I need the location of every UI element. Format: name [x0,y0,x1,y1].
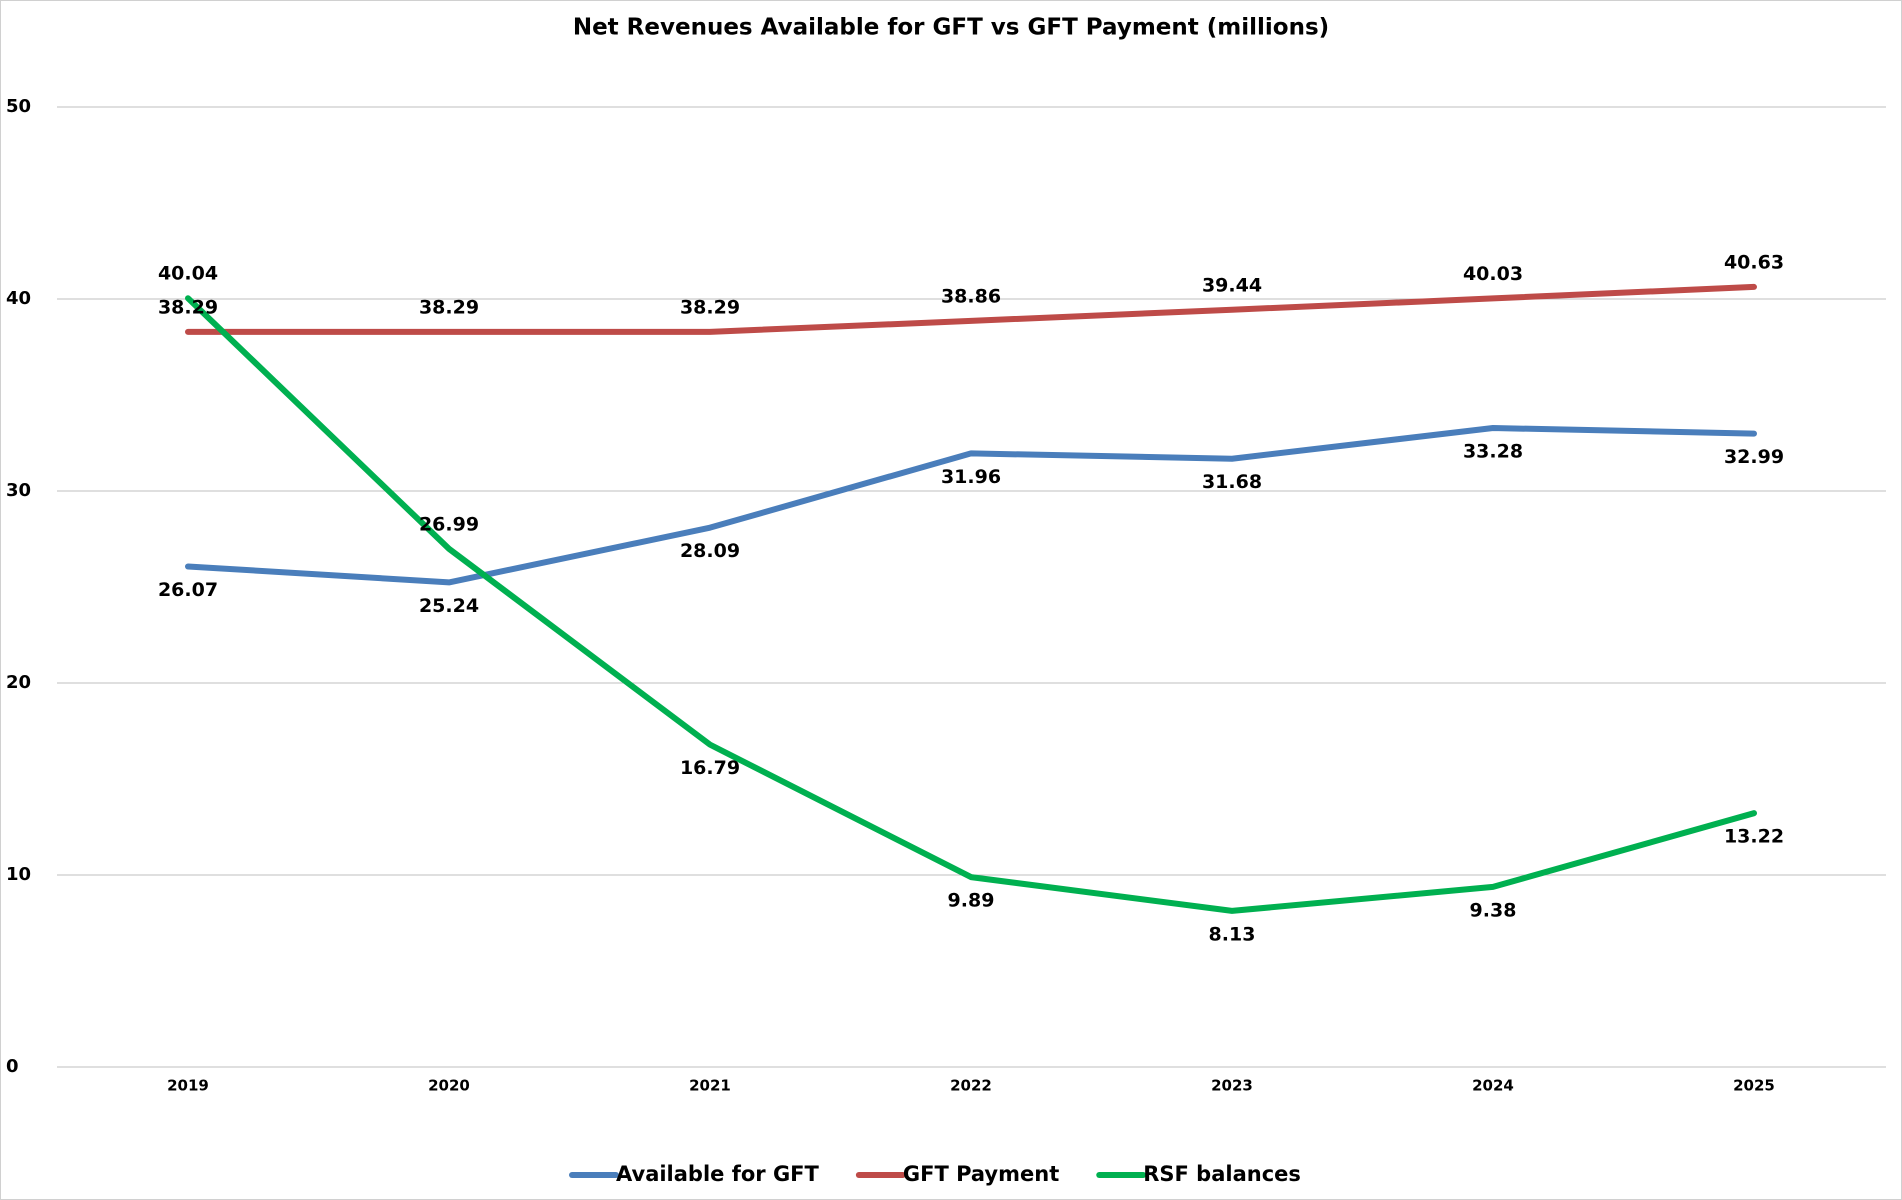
data-label: 16.79 [680,757,740,779]
x-tick-label: 2024 [1472,1077,1514,1095]
y-tick-label: 20 [6,672,31,693]
data-label: 38.86 [941,285,1001,307]
series-line [185,425,1757,586]
series-line [185,283,1757,335]
y-tick-label: 50 [6,96,31,117]
x-tick-label: 2021 [689,1077,731,1095]
data-label: 26.99 [419,513,479,535]
data-label: 38.29 [680,296,740,318]
data-label: 40.03 [1463,263,1523,285]
data-label: 9.89 [948,890,995,912]
data-label: 9.38 [1470,899,1517,921]
y-tick-label: 10 [6,864,31,885]
data-label: 13.22 [1724,826,1784,848]
x-tick-label: 2023 [1211,1077,1253,1095]
data-label: 26.07 [158,579,218,601]
legend-label: Available for GFT [616,1162,820,1186]
legend-label: GFT Payment [903,1162,1059,1186]
data-label: 31.96 [941,466,1001,488]
data-label: 38.29 [158,296,218,318]
data-label: 8.13 [1209,923,1256,945]
x-tick-label: 2022 [950,1077,992,1095]
y-tick-label: 30 [6,480,31,501]
data-label: 40.63 [1724,251,1784,273]
x-tick-label: 2025 [1733,1077,1775,1095]
data-label: 40.04 [158,263,218,285]
data-label: 33.28 [1463,441,1523,463]
data-label: 28.09 [680,540,740,562]
series-line [185,295,1757,914]
chart-title: Net Revenues Available for GFT vs GFT Pa… [573,15,1329,41]
x-tick-label: 2019 [167,1077,209,1095]
data-label: 25.24 [419,595,479,617]
data-label: 32.99 [1724,446,1784,468]
y-tick-label: 0 [6,1056,19,1077]
data-label: 38.29 [419,296,479,318]
legend-label: RSF balances [1143,1162,1301,1186]
y-tick-label: 40 [6,288,31,309]
x-tick-label: 2020 [428,1077,470,1095]
data-label: 39.44 [1202,274,1262,296]
data-label: 31.68 [1202,471,1262,493]
